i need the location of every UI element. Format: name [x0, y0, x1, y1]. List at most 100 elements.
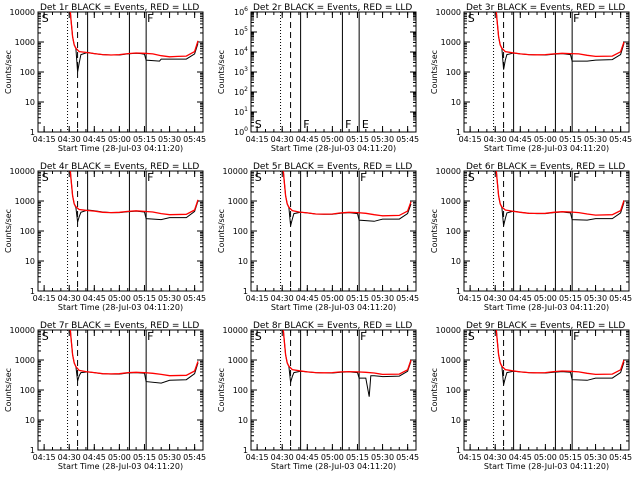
detector-panel: Det 6r BLACK = Events, RED = LLD 1 10 100 10…	[430, 162, 632, 312]
y-tick-label: 100	[233, 386, 248, 395]
y-tick-label: 10000	[223, 326, 248, 335]
x-tick-label: 05:30	[158, 453, 181, 462]
detector-panel: Det 8r BLACK = Events, RED = LLD 1 10 100 10…	[217, 321, 419, 471]
x-tick-label: 04:45	[83, 453, 106, 462]
x-tick-label: 05:30	[584, 135, 607, 144]
x-tick-label: 05:15	[346, 135, 369, 144]
event-marker-label: S	[468, 330, 475, 343]
x-axis-title: Start Time (28-Jul-03 04:11:20)	[58, 144, 183, 153]
event-marker-label: S	[42, 171, 49, 184]
y-tick-label: 101	[234, 106, 248, 117]
detector-panel: Det 5r BLACK = Events, RED = LLD 1 10 100 10…	[217, 162, 419, 312]
y-tick-label: 100	[20, 386, 35, 395]
event-marker-label: F	[360, 330, 366, 343]
y-tick-label: 1	[243, 446, 248, 455]
x-tick-label: 04:15	[246, 294, 269, 303]
y-tick-label: 106	[234, 6, 248, 17]
x-tick-label: 04:30	[271, 294, 294, 303]
y-tick-label: 100	[234, 126, 248, 137]
y-tick-label: 1000	[15, 197, 35, 206]
y-tick-label: 1	[30, 446, 35, 455]
y-tick-label: 1	[243, 287, 248, 296]
x-tick-label: 04:45	[296, 453, 319, 462]
event-marker-label: S	[255, 171, 262, 184]
x-tick-label: 04:30	[484, 135, 507, 144]
y-tick-label: 1	[456, 287, 461, 296]
lld-series-line	[282, 330, 412, 376]
x-tick-label: 05:15	[133, 294, 156, 303]
panel-title: Det 6r BLACK = Events, RED = LLD	[466, 162, 625, 172]
x-tick-label: 05:30	[584, 453, 607, 462]
x-tick-label: 04:30	[484, 453, 507, 462]
event-marker-label: F	[573, 171, 579, 184]
x-tick-label: 04:15	[33, 453, 56, 462]
x-tick-label: 04:45	[296, 294, 319, 303]
x-tick-label: 04:15	[459, 294, 482, 303]
y-tick-label: 100	[446, 68, 461, 77]
x-tick-label: 05:45	[396, 294, 419, 303]
x-tick-label: 05:00	[534, 453, 557, 462]
y-tick-label: 10	[25, 98, 35, 107]
x-tick-label: 05:45	[609, 453, 632, 462]
x-tick-label: 05:00	[321, 135, 344, 144]
detector-panel: Det 9r BLACK = Events, RED = LLD 1 10 100 10…	[430, 321, 632, 471]
x-tick-label: 05:15	[559, 453, 582, 462]
y-tick-label: 1000	[15, 356, 35, 365]
x-tick-label: 04:15	[33, 135, 56, 144]
x-axis-title: Start Time (28-Jul-03 04:11:20)	[271, 462, 396, 471]
x-tick-label: 05:30	[158, 135, 181, 144]
x-tick-label: 05:15	[559, 294, 582, 303]
x-tick-label: 04:15	[246, 453, 269, 462]
y-axis-title: Counts/sec	[430, 368, 439, 412]
plot-frame	[37, 11, 204, 133]
x-axis-title: Start Time (28-Jul-03 04:11:20)	[484, 303, 609, 312]
y-tick-label: 10000	[436, 326, 461, 335]
lld-series-line	[69, 12, 199, 58]
y-axis-title: Counts/sec	[430, 209, 439, 253]
y-tick-label: 10	[451, 257, 461, 266]
panel-title: Det 4r BLACK = Events, RED = LLD	[40, 162, 199, 172]
x-tick-label: 05:30	[371, 453, 394, 462]
x-tick-label: 05:45	[396, 453, 419, 462]
x-tick-label: 05:00	[534, 135, 557, 144]
detector-panel: Det 4r BLACK = Events, RED = LLD 1 10 100 10…	[4, 162, 206, 312]
y-tick-label: 100	[446, 386, 461, 395]
x-tick-label: 04:45	[509, 135, 532, 144]
x-tick-label: 05:00	[321, 294, 344, 303]
y-axis-title: Counts/sec	[4, 368, 13, 412]
x-tick-label: 05:15	[346, 294, 369, 303]
lld-series-line	[282, 171, 412, 217]
y-tick-label: 100	[20, 68, 35, 77]
x-tick-label: 05:45	[609, 294, 632, 303]
x-tick-label: 04:45	[509, 453, 532, 462]
event-marker-label: F	[345, 118, 351, 131]
x-tick-label: 05:45	[183, 135, 206, 144]
panel-title: Det 3r BLACK = Events, RED = LLD	[466, 3, 625, 13]
event-marker-label: F	[147, 330, 153, 343]
y-tick-label: 1000	[441, 356, 461, 365]
x-tick-label: 05:15	[133, 453, 156, 462]
x-tick-label: 05:45	[183, 453, 206, 462]
lld-series-line	[495, 12, 625, 58]
y-tick-label: 102	[234, 86, 248, 97]
y-tick-label: 1000	[441, 197, 461, 206]
panel-title: Det 2r BLACK = Events, RED = LLD	[253, 3, 412, 13]
x-tick-label: 04:30	[58, 294, 81, 303]
y-tick-label: 10000	[10, 167, 35, 176]
plot-frame	[463, 329, 630, 451]
lld-series-line	[69, 171, 199, 216]
plot-frame	[250, 170, 417, 292]
y-tick-label: 10000	[10, 8, 35, 17]
panel-title: Det 7r BLACK = Events, RED = LLD	[40, 321, 199, 331]
x-tick-label: 04:15	[459, 453, 482, 462]
event-marker-label: F	[573, 12, 579, 25]
y-tick-label: 10000	[436, 167, 461, 176]
y-tick-label: 10	[238, 257, 248, 266]
x-tick-label: 05:00	[108, 294, 131, 303]
event-marker-label: F	[360, 171, 366, 184]
y-tick-label: 1000	[228, 197, 248, 206]
y-tick-label: 10	[25, 416, 35, 425]
x-tick-label: 05:00	[108, 453, 131, 462]
event-marker-label: F	[303, 118, 309, 131]
x-tick-label: 04:30	[271, 135, 294, 144]
